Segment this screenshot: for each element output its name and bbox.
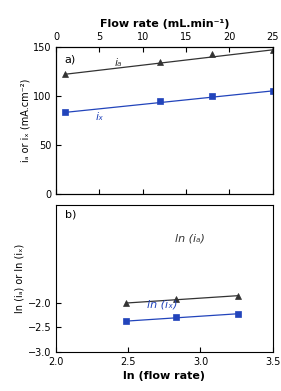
Y-axis label: ln (iₐ) or ln (iₓ): ln (iₐ) or ln (iₓ) <box>15 244 25 313</box>
Text: b): b) <box>65 210 76 220</box>
Y-axis label: iₐ or iₓ (mA.cm⁻²): iₐ or iₓ (mA.cm⁻²) <box>20 79 30 162</box>
X-axis label: ln (flow rate): ln (flow rate) <box>123 371 205 381</box>
Text: iₐ: iₐ <box>115 58 122 68</box>
Text: ln (iₓ): ln (iₓ) <box>147 300 178 310</box>
X-axis label: Flow rate (mL.min⁻¹): Flow rate (mL.min⁻¹) <box>100 18 229 29</box>
Text: ln (iₐ): ln (iₐ) <box>175 234 205 244</box>
Text: a): a) <box>65 54 76 64</box>
Text: iₓ: iₓ <box>95 112 103 122</box>
